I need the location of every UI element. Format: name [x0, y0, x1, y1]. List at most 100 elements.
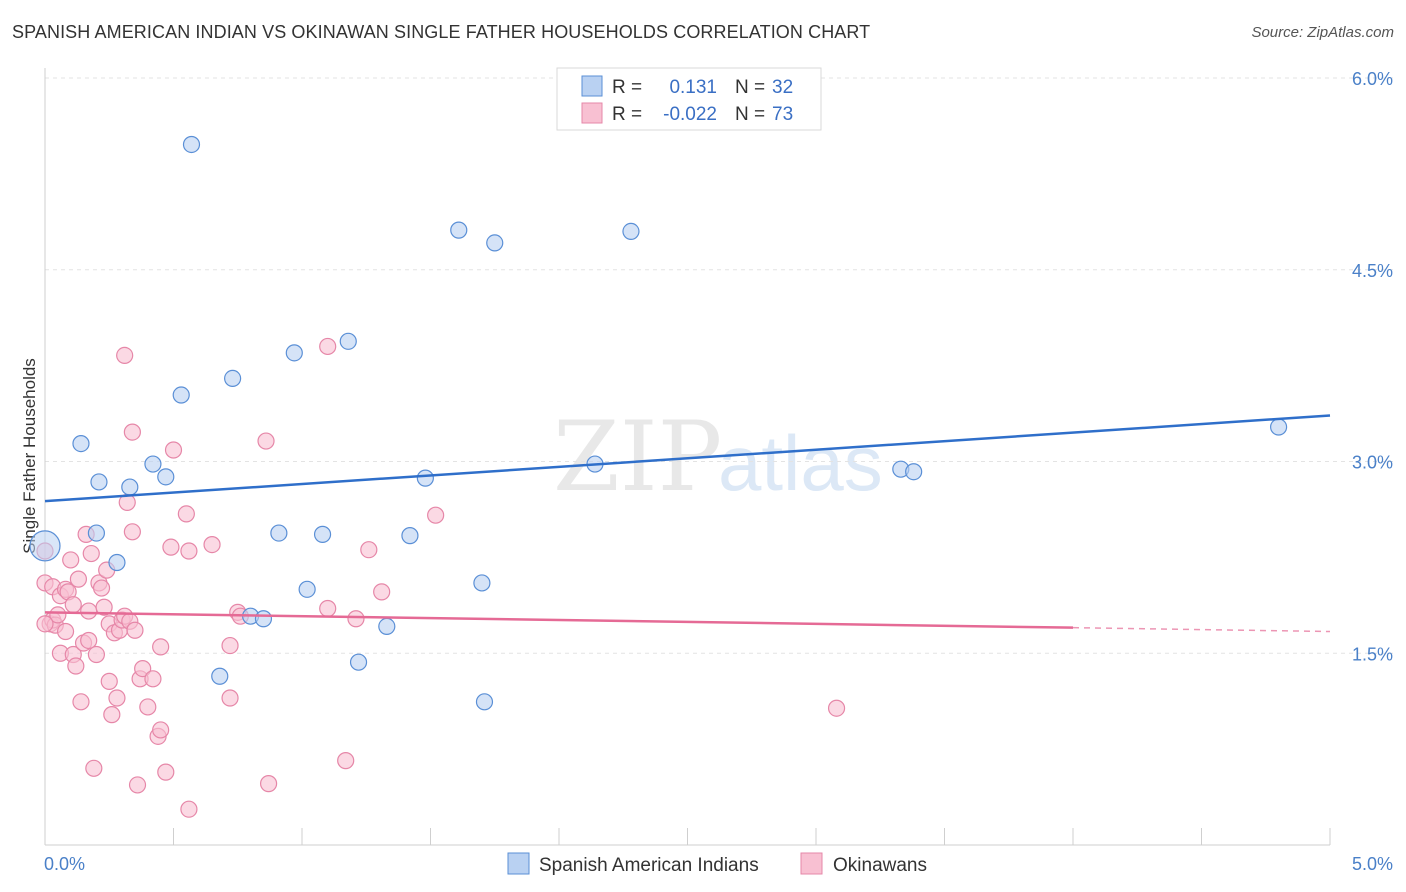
blue-point-8 [172, 386, 190, 404]
blue-point-9 [182, 135, 201, 154]
legend-r-label-pink: R = [612, 104, 642, 125]
pink-point-47 [144, 670, 162, 688]
pink-point-64 [319, 599, 337, 618]
pink-point-31 [103, 706, 121, 724]
pink-point-53 [164, 441, 183, 459]
pink-point-63 [259, 775, 278, 793]
blue-point-28 [622, 222, 640, 240]
pink-point-54 [177, 505, 195, 523]
y-tick-label-0: 1.5% [1352, 644, 1393, 664]
blue-point-19 [349, 653, 368, 671]
pink-point-42 [126, 621, 144, 639]
gridlines [45, 77, 1393, 654]
legend-swatch-pink [581, 102, 603, 124]
pink-point-56 [180, 542, 198, 560]
legend-r-label-blue: R = [612, 77, 642, 98]
blue-point-13 [254, 610, 273, 628]
legend-n-label-blue: N = [735, 77, 765, 98]
pink-point-49 [152, 721, 170, 739]
trend-line-pink-extension [1072, 626, 1331, 633]
pink-point-6 [49, 606, 67, 624]
blue-point-16 [298, 580, 316, 598]
blue-point-26 [486, 234, 504, 252]
trend-line-pink [44, 611, 1074, 629]
blue-point-14 [270, 524, 288, 542]
pink-point-69 [373, 583, 391, 601]
pink-point-57 [203, 535, 221, 554]
legend-swatch-blue [581, 75, 603, 97]
watermark: ZIP atlas [553, 401, 883, 513]
legend-r-value-pink: -0.022 [663, 104, 717, 125]
blue-point-17 [313, 525, 332, 543]
pink-point-58 [221, 689, 239, 707]
series-legend-swatch-blue [507, 852, 530, 875]
blue-point-20 [378, 617, 396, 636]
y-tick-label-2: 4.5% [1352, 261, 1393, 281]
trend-lines [44, 414, 1331, 633]
pink-point-22 [82, 544, 100, 563]
y-tick-labels: 1.5% 3.0% 4.5% 6.0% [1352, 69, 1393, 664]
pink-point-20 [80, 602, 98, 620]
blue-point-1 [87, 524, 106, 542]
blue-point-0 [29, 530, 61, 562]
blue-point-25 [475, 693, 494, 711]
pink-point-70 [427, 506, 445, 524]
stats-legend: R = 0.131 N = 32 R = -0.022 N = 73 [556, 67, 822, 131]
pink-point-26 [92, 579, 111, 597]
x-tick-label-max: 5.0% [1352, 854, 1393, 874]
watermark-atlas: atlas [718, 419, 883, 507]
pink-point-52 [162, 538, 180, 556]
pink-point-40 [123, 523, 141, 541]
pink-point-17 [72, 693, 90, 711]
pink-point-51 [157, 763, 175, 781]
pink-point-12 [62, 551, 80, 569]
legend-n-value-pink: 73 [772, 104, 793, 125]
blue-point-23 [450, 221, 468, 239]
blue-point-3 [90, 473, 108, 491]
pink-point-14 [64, 596, 82, 614]
pink-point-46 [139, 698, 157, 716]
legend-n-label-pink: N = [735, 104, 765, 125]
pink-point-68 [360, 541, 378, 559]
blue-point-7 [157, 468, 175, 486]
pink-point-30 [100, 672, 118, 690]
pink-point-66 [337, 752, 355, 770]
series-legend-swatch-pink [800, 852, 823, 875]
pink-point-65 [319, 337, 337, 356]
blue-point-2 [72, 435, 90, 453]
blue-point-30 [905, 463, 923, 481]
pink-point-10 [56, 622, 75, 641]
trend-line-blue [44, 414, 1331, 503]
pink-point-33 [108, 689, 126, 707]
x-tick-marks [173, 828, 1331, 845]
blue-point-24 [473, 574, 491, 592]
blue-point-15 [285, 344, 303, 362]
blue-point-6 [144, 455, 162, 473]
chart-title: SPANISH AMERICAN INDIAN VS OKINAWAN SING… [12, 22, 871, 42]
pink-point-24 [87, 645, 106, 664]
x-tick-label-min: 0.0% [44, 854, 85, 874]
source-label: Source: ZipAtlas.com [1251, 24, 1394, 41]
pink-point-43 [128, 776, 147, 794]
series-legend: Spanish American Indians Okinawans [507, 852, 927, 876]
pink-point-27 [95, 598, 113, 616]
series-legend-label-blue: Spanish American Indians [539, 855, 759, 876]
y-tick-label-1: 3.0% [1352, 453, 1393, 473]
pink-point-62 [257, 432, 275, 450]
pink-point-21 [80, 631, 98, 650]
pink-point-72 [36, 615, 54, 633]
blue-point-18 [339, 332, 357, 350]
okinawans-points [36, 337, 846, 818]
blue-point-5 [121, 478, 139, 496]
y-tick-label-3: 6.0% [1352, 69, 1393, 89]
legend-n-value-blue: 32 [772, 77, 793, 98]
pink-point-67 [347, 610, 365, 628]
pink-point-41 [123, 423, 141, 441]
blue-point-4 [108, 553, 126, 572]
pink-point-16 [69, 570, 88, 588]
pink-point-55 [180, 800, 198, 818]
pink-point-23 [85, 759, 103, 777]
series-legend-label-pink: Okinawans [833, 855, 927, 876]
pink-point-36 [116, 346, 134, 364]
